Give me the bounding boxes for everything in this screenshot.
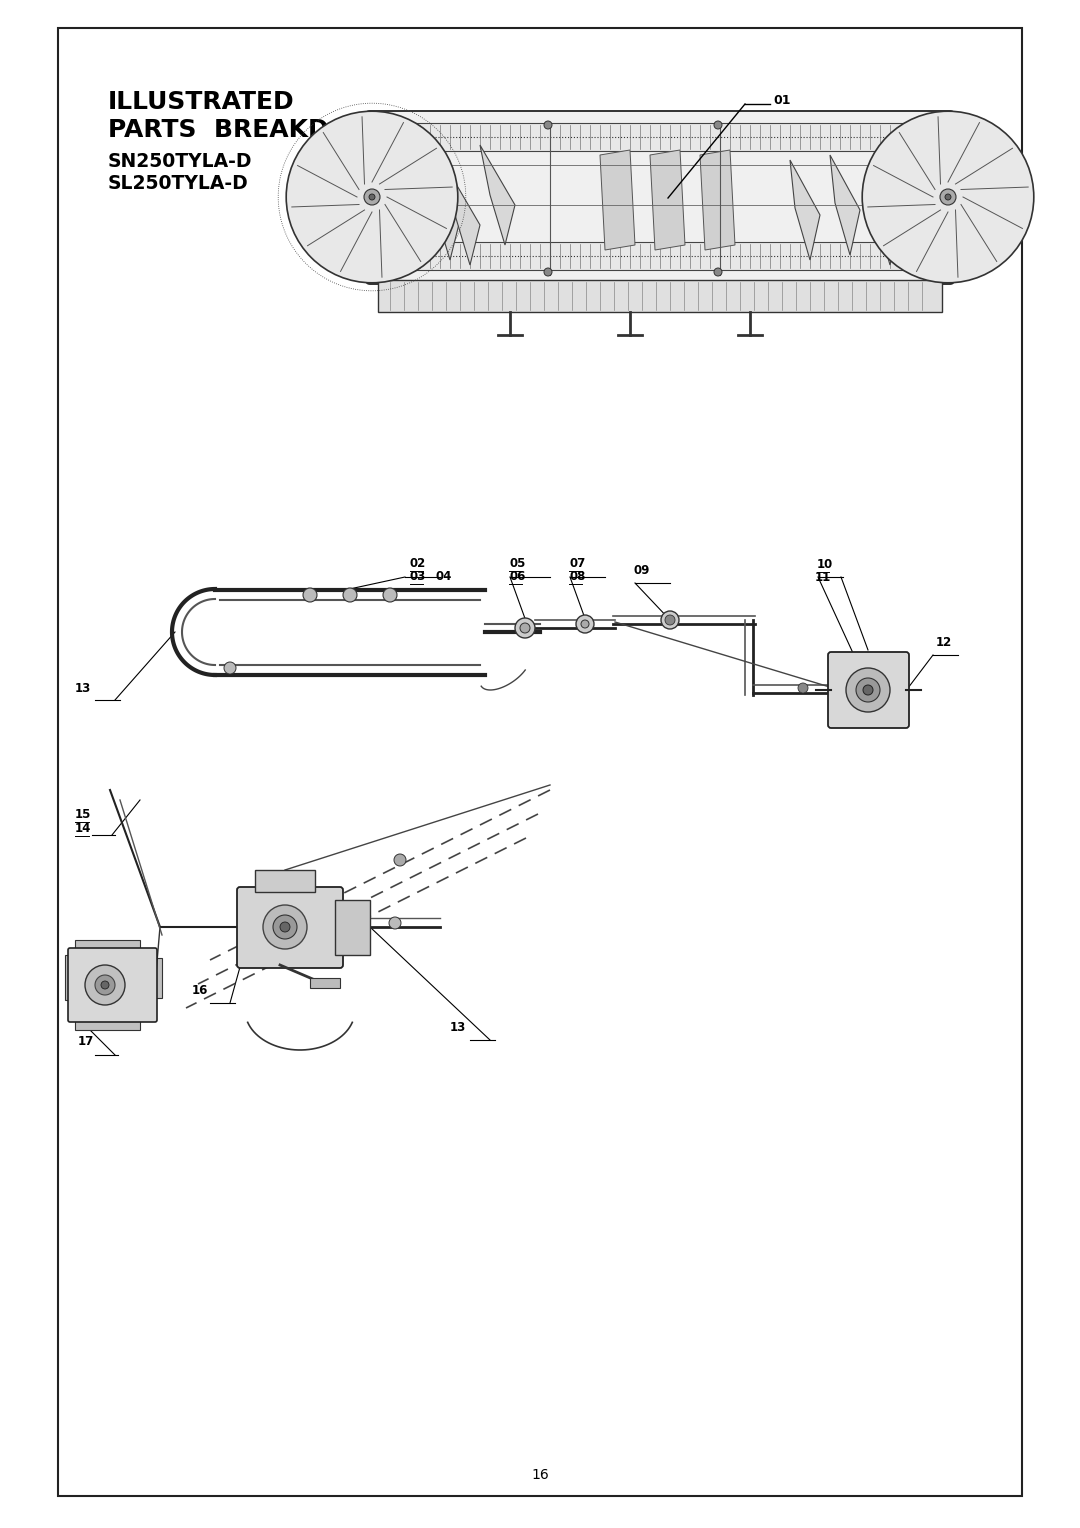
Circle shape [95, 975, 114, 995]
Circle shape [945, 194, 951, 200]
Bar [75, 1018, 140, 1030]
Circle shape [714, 121, 723, 128]
Circle shape [364, 189, 380, 205]
Text: 01: 01 [773, 95, 791, 107]
Bar [378, 280, 942, 312]
Text: PARTS  BREAKDOWN: PARTS BREAKDOWN [108, 118, 399, 142]
Circle shape [85, 966, 125, 1005]
Circle shape [798, 683, 808, 694]
Text: 13: 13 [75, 681, 91, 695]
Polygon shape [426, 160, 460, 260]
Text: 10: 10 [816, 558, 834, 571]
Circle shape [224, 662, 237, 674]
Circle shape [665, 614, 675, 625]
Circle shape [394, 854, 406, 866]
Circle shape [515, 617, 535, 639]
Bar [150, 958, 162, 998]
FancyBboxPatch shape [366, 112, 954, 284]
Bar [65, 955, 75, 999]
Circle shape [856, 678, 880, 701]
Text: 12: 12 [936, 636, 953, 649]
Polygon shape [870, 165, 900, 264]
Circle shape [940, 189, 956, 205]
Circle shape [581, 620, 589, 628]
Text: 14: 14 [75, 822, 92, 834]
Text: 09: 09 [633, 564, 649, 578]
Circle shape [544, 121, 552, 128]
Bar [384, 122, 935, 151]
Circle shape [303, 588, 318, 602]
Polygon shape [650, 150, 685, 251]
Circle shape [286, 112, 458, 283]
Text: 16: 16 [192, 984, 208, 996]
Circle shape [264, 905, 307, 949]
Circle shape [863, 685, 873, 695]
Bar [310, 978, 340, 989]
Text: SN250TYLA-D: SN250TYLA-D [108, 151, 253, 171]
Polygon shape [789, 160, 820, 260]
Circle shape [343, 588, 357, 602]
Circle shape [714, 267, 723, 277]
Circle shape [273, 915, 297, 940]
Text: 02: 02 [410, 558, 427, 570]
Circle shape [389, 917, 401, 929]
Circle shape [846, 668, 890, 712]
Text: 04: 04 [435, 570, 451, 584]
Circle shape [280, 921, 291, 932]
FancyBboxPatch shape [237, 886, 343, 969]
Bar [384, 241, 935, 270]
FancyBboxPatch shape [68, 947, 157, 1022]
Polygon shape [700, 150, 735, 251]
Bar [255, 869, 315, 892]
Polygon shape [445, 165, 480, 264]
Polygon shape [480, 145, 515, 244]
Bar [58, 28, 1022, 1496]
Text: 15: 15 [75, 808, 92, 821]
Circle shape [661, 611, 679, 630]
Polygon shape [831, 154, 860, 255]
Circle shape [369, 194, 375, 200]
Text: SL250TYLA-D: SL250TYLA-D [108, 174, 248, 193]
Circle shape [862, 112, 1034, 283]
FancyBboxPatch shape [828, 652, 909, 727]
Circle shape [102, 981, 109, 989]
Text: ILLUSTRATED: ILLUSTRATED [108, 90, 295, 115]
Circle shape [383, 588, 397, 602]
Circle shape [544, 267, 552, 277]
Text: 07: 07 [569, 558, 585, 570]
Text: 05: 05 [509, 558, 525, 570]
Text: 16: 16 [531, 1468, 549, 1482]
Circle shape [576, 614, 594, 633]
Text: 08: 08 [569, 570, 585, 584]
Bar [335, 900, 370, 955]
Polygon shape [600, 150, 635, 251]
Text: 11: 11 [815, 571, 832, 584]
Text: 17: 17 [78, 1034, 94, 1048]
Bar [75, 940, 140, 952]
Text: 13: 13 [450, 1021, 467, 1034]
Circle shape [519, 623, 530, 633]
Text: 06: 06 [509, 570, 525, 584]
Text: 03: 03 [410, 570, 427, 584]
